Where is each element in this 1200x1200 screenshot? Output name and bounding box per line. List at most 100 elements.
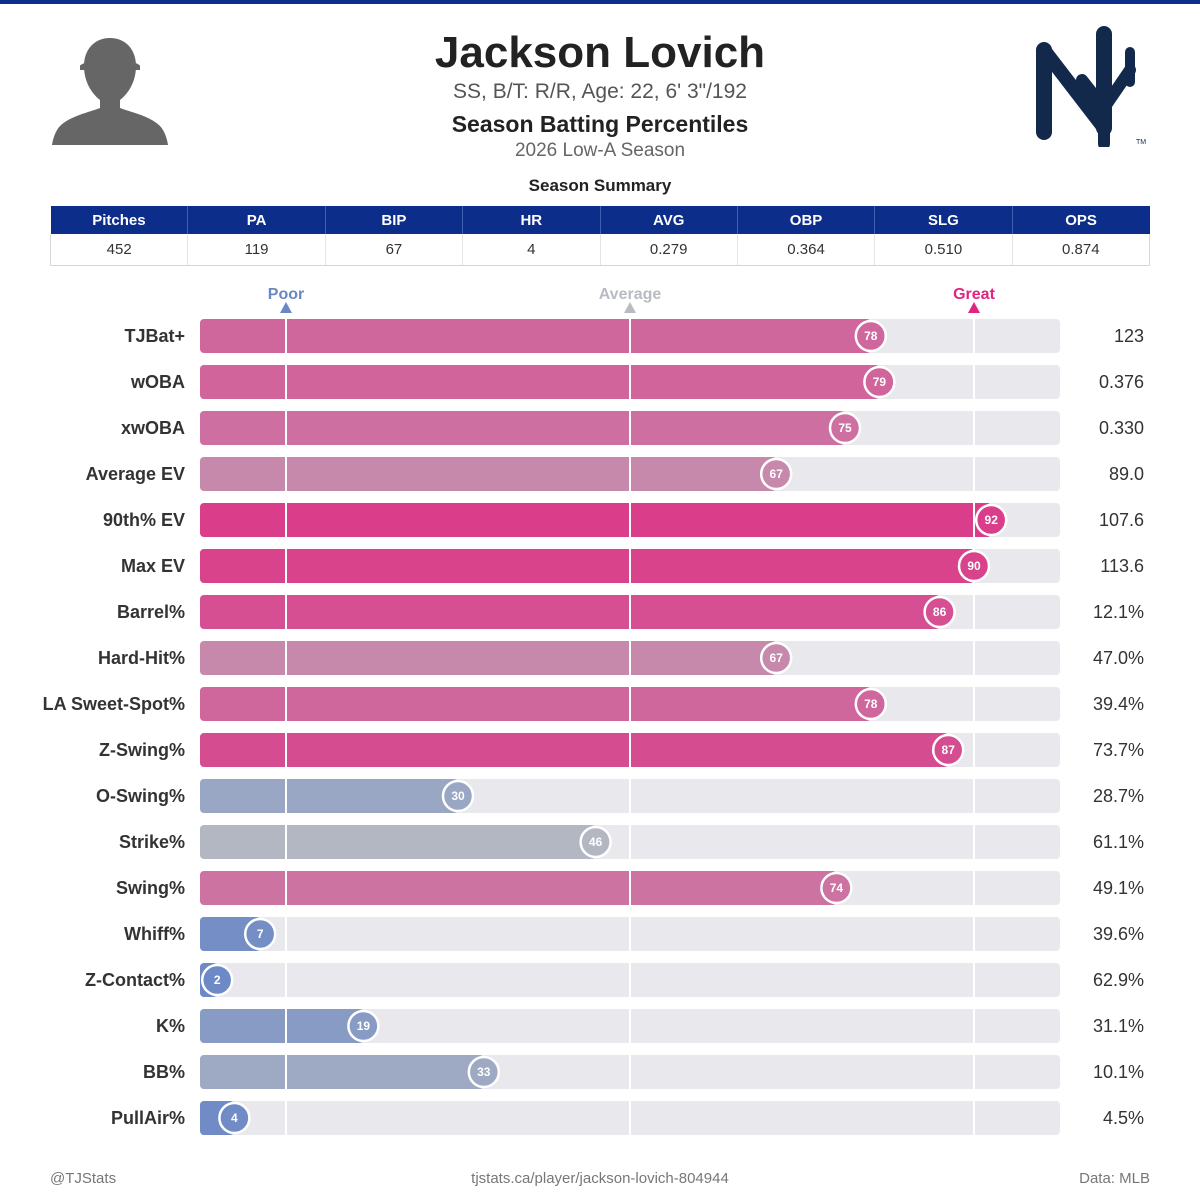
percentile-value: 4 <box>231 1111 238 1125</box>
stat-value: 61.1% <box>1093 832 1144 852</box>
percentile-bar <box>200 871 837 905</box>
percentile-value: 33 <box>477 1065 491 1079</box>
percentile-bubble <box>854 319 888 353</box>
percentile-value: 2 <box>214 973 221 987</box>
summary-value-cell: 119 <box>187 234 326 266</box>
stat-label: 90th% EV <box>103 510 185 530</box>
percentile-row: Hard-Hit% 67 47.0% <box>98 641 1144 675</box>
player-name: Jackson Lovich <box>434 28 766 77</box>
percentile-value: 92 <box>985 513 999 527</box>
player-silhouette-icon <box>52 38 168 145</box>
footer-handle: @TJStats <box>50 1170 117 1187</box>
summary-title: Season Summary <box>528 176 672 195</box>
stat-value: 47.0% <box>1093 648 1144 668</box>
summary-header-cell: PA <box>187 206 326 234</box>
stat-label: Whiff% <box>124 924 185 944</box>
percentile-bar <box>200 411 845 445</box>
scale-label-poor: Poor <box>268 286 304 303</box>
stat-label: Strike% <box>119 832 185 852</box>
summary-header-cell: Pitches <box>50 206 189 234</box>
summary-value-cell: 0.874 <box>1012 234 1151 266</box>
stat-label: xwOBA <box>121 418 185 438</box>
percentile-bubble <box>347 1009 380 1043</box>
percentile-bar <box>200 641 777 675</box>
percentile-bar <box>200 457 777 491</box>
summary-header-cell: HR <box>462 206 601 234</box>
percentile-bar <box>200 687 871 721</box>
summary-header-cell: OPS <box>1012 206 1150 234</box>
percentile-bar <box>200 733 949 767</box>
stat-label: Hard-Hit% <box>98 648 185 668</box>
percentile-bubble <box>759 457 793 491</box>
percentile-bar <box>200 319 871 353</box>
percentile-row: Whiff% 7 39.6% <box>124 917 1144 951</box>
percentile-bubble <box>441 779 475 813</box>
percentile-bubble <box>957 549 991 583</box>
stat-label: K% <box>156 1016 185 1036</box>
stat-label: O-Swing% <box>96 786 185 806</box>
percentile-row: 90th% EV 92 107.6 <box>103 503 1144 537</box>
percentile-row: Strike% 46 61.1% <box>119 825 1144 859</box>
stat-label: Z-Swing% <box>99 740 185 760</box>
stat-value: 89.0 <box>1109 464 1144 484</box>
page-heading: Season Batting Percentiles <box>451 111 749 137</box>
summary-header-row: Pitches PA BIP HR AVG OBP SLG OPS <box>50 206 1150 234</box>
stat-label: BB% <box>143 1062 185 1082</box>
footer-source: Data: MLB <box>1079 1170 1150 1187</box>
stat-value: 49.1% <box>1093 878 1144 898</box>
percentile-row: Z-Contact% 2 62.9% <box>85 963 1144 997</box>
percentile-row: BB% 33 10.1% <box>143 1055 1144 1089</box>
summary-value-cell: 4 <box>462 234 601 266</box>
scale-label-average: Average <box>599 286 662 303</box>
stat-label: Z-Contact% <box>85 970 185 990</box>
percentile-value: 90 <box>967 559 981 573</box>
percentile-bar <box>200 825 596 859</box>
percentile-bubble <box>579 825 612 859</box>
percentile-row: PullAir% 4 4.5% <box>111 1101 1144 1135</box>
percentile-bar <box>200 1009 364 1043</box>
percentile-value: 67 <box>770 467 784 481</box>
stat-label: TJBat+ <box>124 326 185 346</box>
percentile-row: Average EV 67 89.0 <box>86 457 1144 491</box>
percentile-row: TJBat+ 78 123 <box>124 319 1144 353</box>
percentile-row: K% 19 31.1% <box>156 1009 1144 1043</box>
percentile-bubble <box>820 871 853 905</box>
summary-header-cell: SLG <box>874 206 1013 234</box>
percentile-value: 75 <box>838 421 852 435</box>
yankees-logo-icon: TM <box>1036 26 1146 147</box>
percentile-value: 86 <box>933 605 947 619</box>
percentile-row: xwOBA 75 0.330 <box>121 411 1144 445</box>
percentile-value: 30 <box>451 789 465 803</box>
percentile-value: 74 <box>830 881 844 895</box>
percentile-bubble <box>467 1055 501 1089</box>
percentile-row: Max EV 90 113.6 <box>121 549 1144 583</box>
percentile-bubble <box>200 963 234 997</box>
percentile-bubble <box>863 365 896 399</box>
stat-value: 0.330 <box>1099 418 1144 438</box>
stat-value: 10.1% <box>1093 1062 1144 1082</box>
percentile-value: 79 <box>873 375 887 389</box>
percentile-bubble <box>218 1101 251 1135</box>
percentile-row: Swing% 74 49.1% <box>116 871 1144 905</box>
percentile-row: O-Swing% 30 28.7% <box>96 779 1144 813</box>
summary-value-row: 452 119 67 4 0.279 0.364 0.510 0.874 <box>49 234 1151 266</box>
stat-label: Average EV <box>86 464 185 484</box>
scale-marker-average <box>624 302 636 313</box>
stat-label: Max EV <box>121 556 185 576</box>
percentile-bar <box>200 917 261 951</box>
percentile-bubble <box>854 687 888 721</box>
scale-marker-poor <box>280 302 292 313</box>
percentile-bar <box>200 549 974 583</box>
footer-url[interactable]: tjstats.ca/player/jackson-lovich-804944 <box>471 1170 729 1187</box>
summary-header-cell: AVG <box>600 206 738 234</box>
summary-value-cell: 67 <box>325 234 464 266</box>
stat-value: 123 <box>1114 326 1144 346</box>
stat-value: 12.1% <box>1093 602 1144 622</box>
percentile-bar <box>200 365 880 399</box>
percentile-bar <box>200 595 940 629</box>
season-summary-table: Pitches PA BIP HR AVG OBP SLG OPS 452 11… <box>49 206 1151 266</box>
stat-label: LA Sweet-Spot% <box>43 694 185 714</box>
stat-label: Barrel% <box>117 602 185 622</box>
stat-label: wOBA <box>130 372 185 392</box>
